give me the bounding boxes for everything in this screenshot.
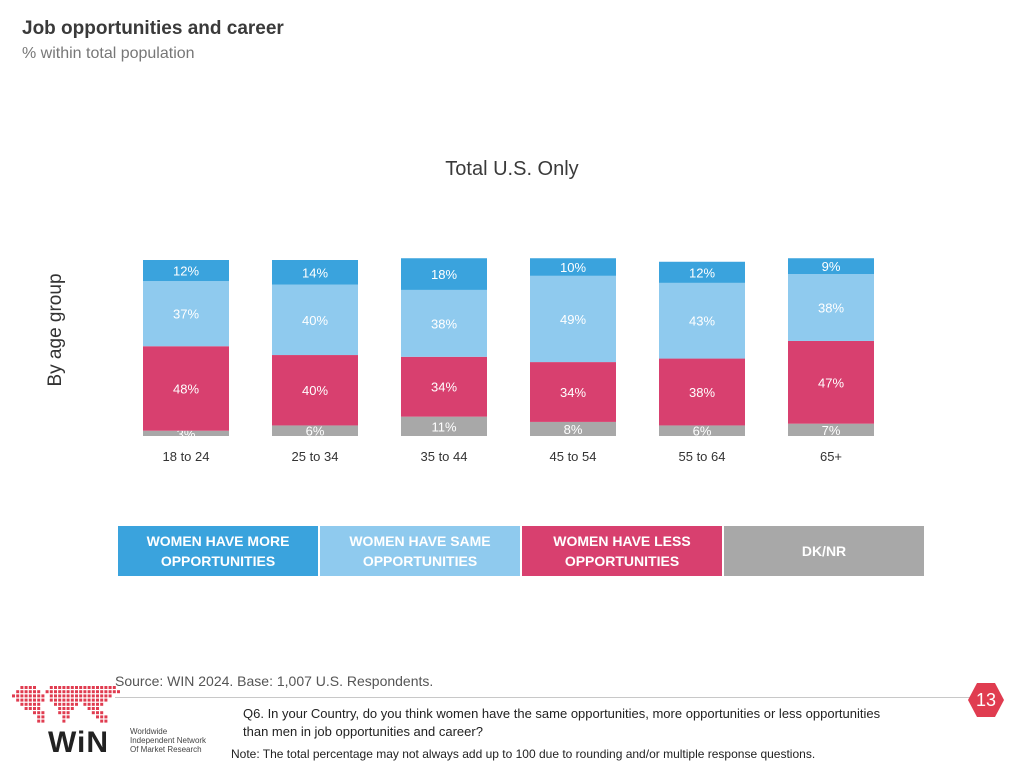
data-label: 6% bbox=[306, 424, 325, 439]
bar-segment bbox=[272, 425, 358, 436]
legend-item: WOMEN HAVE MORE OPPORTUNITIES bbox=[118, 526, 318, 576]
bar-segment bbox=[788, 340, 874, 424]
logo-tagline-line: Worldwide bbox=[130, 727, 168, 736]
bar-segment bbox=[401, 258, 487, 290]
x-tick-label: 55 to 64 bbox=[679, 449, 726, 464]
bar-segment bbox=[788, 274, 874, 341]
data-label: 40% bbox=[302, 313, 328, 328]
bar-segment bbox=[272, 260, 358, 285]
bar-segment bbox=[401, 416, 487, 436]
data-label: 8% bbox=[564, 422, 583, 437]
bar-segment bbox=[401, 289, 487, 357]
footnote: Note: The total percentage may not alway… bbox=[231, 747, 816, 761]
x-tick-label: 65+ bbox=[820, 449, 842, 464]
data-label: 40% bbox=[302, 383, 328, 398]
data-label: 47% bbox=[818, 375, 844, 390]
source-note: Source: WIN 2024. Base: 1,007 U.S. Respo… bbox=[115, 673, 434, 689]
bar-segment bbox=[530, 421, 616, 436]
data-label: 48% bbox=[173, 381, 199, 396]
chart-legend: WOMEN HAVE MORE OPPORTUNITIES WOMEN HAVE … bbox=[118, 526, 926, 576]
data-label: 9% bbox=[822, 259, 841, 274]
data-label: 18% bbox=[431, 267, 457, 282]
bar-segment bbox=[788, 258, 874, 275]
bar-segment bbox=[788, 423, 874, 436]
x-tick-label: 18 to 24 bbox=[163, 449, 210, 464]
bar-segment bbox=[530, 362, 616, 422]
data-label: 37% bbox=[173, 307, 199, 322]
bar-segment bbox=[143, 346, 229, 431]
bar-segment bbox=[401, 356, 487, 417]
footer-divider bbox=[115, 697, 975, 698]
win-logo: WiN Worldwide Independent Network Of Mar… bbox=[8, 684, 223, 759]
logo-tagline: Worldwide Independent Network Of Market … bbox=[130, 727, 206, 754]
bar-segment bbox=[272, 284, 358, 356]
bar-segment bbox=[530, 275, 616, 363]
chart-title: Total U.S. Only bbox=[445, 158, 579, 180]
bar-segment bbox=[659, 261, 745, 283]
x-tick-label: 35 to 44 bbox=[421, 449, 468, 464]
bar-segment bbox=[659, 282, 745, 359]
logo-tagline-line: Independent Network bbox=[130, 736, 207, 745]
logo-tagline-line: Of Market Research bbox=[130, 745, 202, 754]
data-label: 38% bbox=[818, 301, 844, 316]
bar-segment bbox=[143, 260, 229, 282]
legend-item: WOMEN HAVE LESS OPPORTUNITIES bbox=[522, 526, 722, 576]
logo-wordmark: WiN bbox=[48, 726, 110, 759]
bar-segment bbox=[659, 358, 745, 426]
data-label: 34% bbox=[431, 380, 457, 395]
data-label: 11% bbox=[431, 419, 456, 434]
world-map-icon bbox=[12, 686, 120, 723]
page-title: Job opportunities and career bbox=[22, 18, 284, 39]
legend-item: WOMEN HAVE SAME OPPORTUNITIES bbox=[320, 526, 520, 576]
bar-segment bbox=[143, 430, 229, 436]
bar-segment bbox=[659, 425, 745, 436]
data-label: 12% bbox=[173, 264, 199, 279]
data-label: 14% bbox=[302, 265, 328, 280]
bar-segment bbox=[143, 281, 229, 347]
page-subtitle: % within total population bbox=[22, 45, 195, 62]
data-label: 38% bbox=[689, 385, 715, 400]
data-label: 7% bbox=[822, 423, 841, 438]
data-label: 49% bbox=[560, 312, 586, 327]
data-label: 6% bbox=[693, 424, 712, 439]
data-label: 43% bbox=[689, 314, 715, 329]
page-number-badge: 13 bbox=[968, 683, 1004, 717]
legend-item: DK/NR bbox=[724, 526, 924, 576]
question-text: Q6. In your Country, do you think women … bbox=[243, 706, 881, 739]
x-tick-label: 45 to 54 bbox=[550, 449, 597, 464]
data-label: 10% bbox=[560, 260, 586, 275]
bar-segment bbox=[272, 355, 358, 426]
x-tick-label: 25 to 34 bbox=[292, 449, 339, 464]
data-label: 38% bbox=[431, 316, 457, 331]
data-label: 34% bbox=[560, 385, 586, 400]
data-label: 12% bbox=[689, 265, 715, 280]
stacked-bar-chart: 3%48%37%12%18 to 246%40%40%14%25 to 3411… bbox=[143, 258, 874, 464]
bar-segment bbox=[530, 258, 616, 276]
